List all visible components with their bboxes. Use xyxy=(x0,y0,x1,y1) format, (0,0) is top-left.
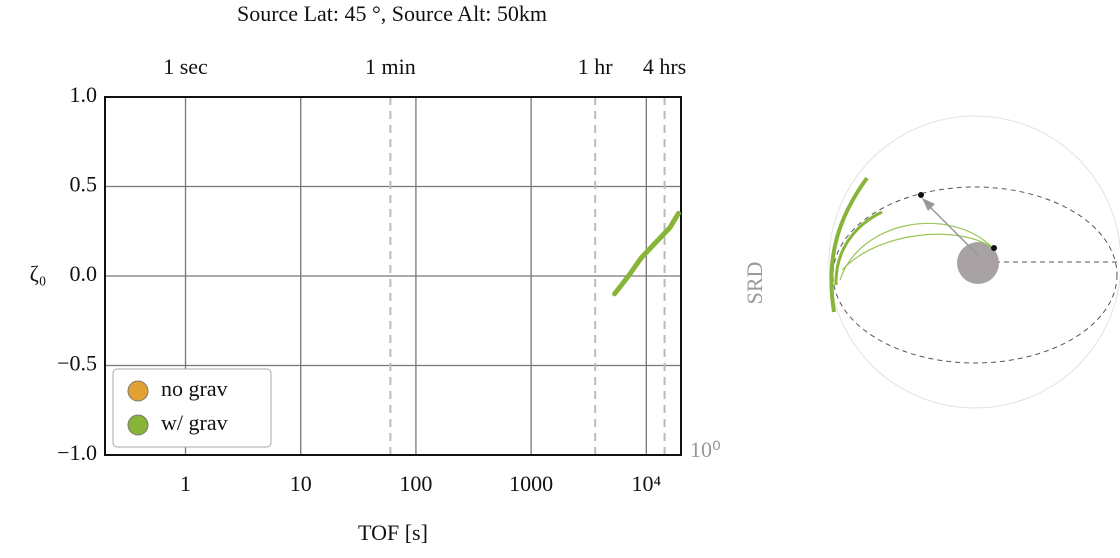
srd-illustration xyxy=(828,115,1120,409)
y-axis-label: ζ₀ xyxy=(30,261,47,286)
curve xyxy=(839,222,994,281)
x-tick-label: 10 xyxy=(290,471,312,496)
arrow-head xyxy=(922,198,935,211)
curve xyxy=(841,233,994,271)
plot-frame xyxy=(104,96,682,456)
x-axis-label: TOF [s] xyxy=(358,520,428,545)
y-tick-label: 0.0 xyxy=(70,261,98,286)
top-tick-label: 1 min xyxy=(365,54,416,79)
curve xyxy=(829,176,869,313)
outer-circle xyxy=(828,115,1120,409)
legend-marker xyxy=(127,414,149,436)
legend-label: w/ grav xyxy=(161,410,228,435)
top-tick-label: 4 hrs xyxy=(643,54,686,79)
y-tick-label: 0.5 xyxy=(70,172,98,197)
x-tick-label: 10⁴ xyxy=(631,471,661,496)
y-tick-label: 1.0 xyxy=(70,82,98,107)
orbit-ellipse xyxy=(832,186,1118,364)
planet xyxy=(957,242,999,284)
side-label: SRD xyxy=(742,262,767,305)
x-tick-label: 1 xyxy=(180,471,191,496)
point xyxy=(991,245,997,251)
series-line xyxy=(612,210,681,297)
corner-label: 10⁰ xyxy=(690,437,721,462)
legend-marker xyxy=(127,380,149,402)
arrow xyxy=(927,204,979,256)
top-tick-label: 1 sec xyxy=(163,54,208,79)
y-tick-label: −1.0 xyxy=(57,440,97,465)
point xyxy=(918,192,924,198)
top-tick-label: 1 hr xyxy=(578,54,614,79)
legend-box xyxy=(112,368,272,448)
x-tick-label: 1000 xyxy=(509,471,553,496)
chart-title: Source Lat: 45 °, Source Alt: 50km xyxy=(237,1,547,26)
y-tick-label: −0.5 xyxy=(57,351,97,376)
curve xyxy=(834,210,883,286)
legend-label: no grav xyxy=(161,376,228,401)
x-tick-label: 100 xyxy=(399,471,432,496)
